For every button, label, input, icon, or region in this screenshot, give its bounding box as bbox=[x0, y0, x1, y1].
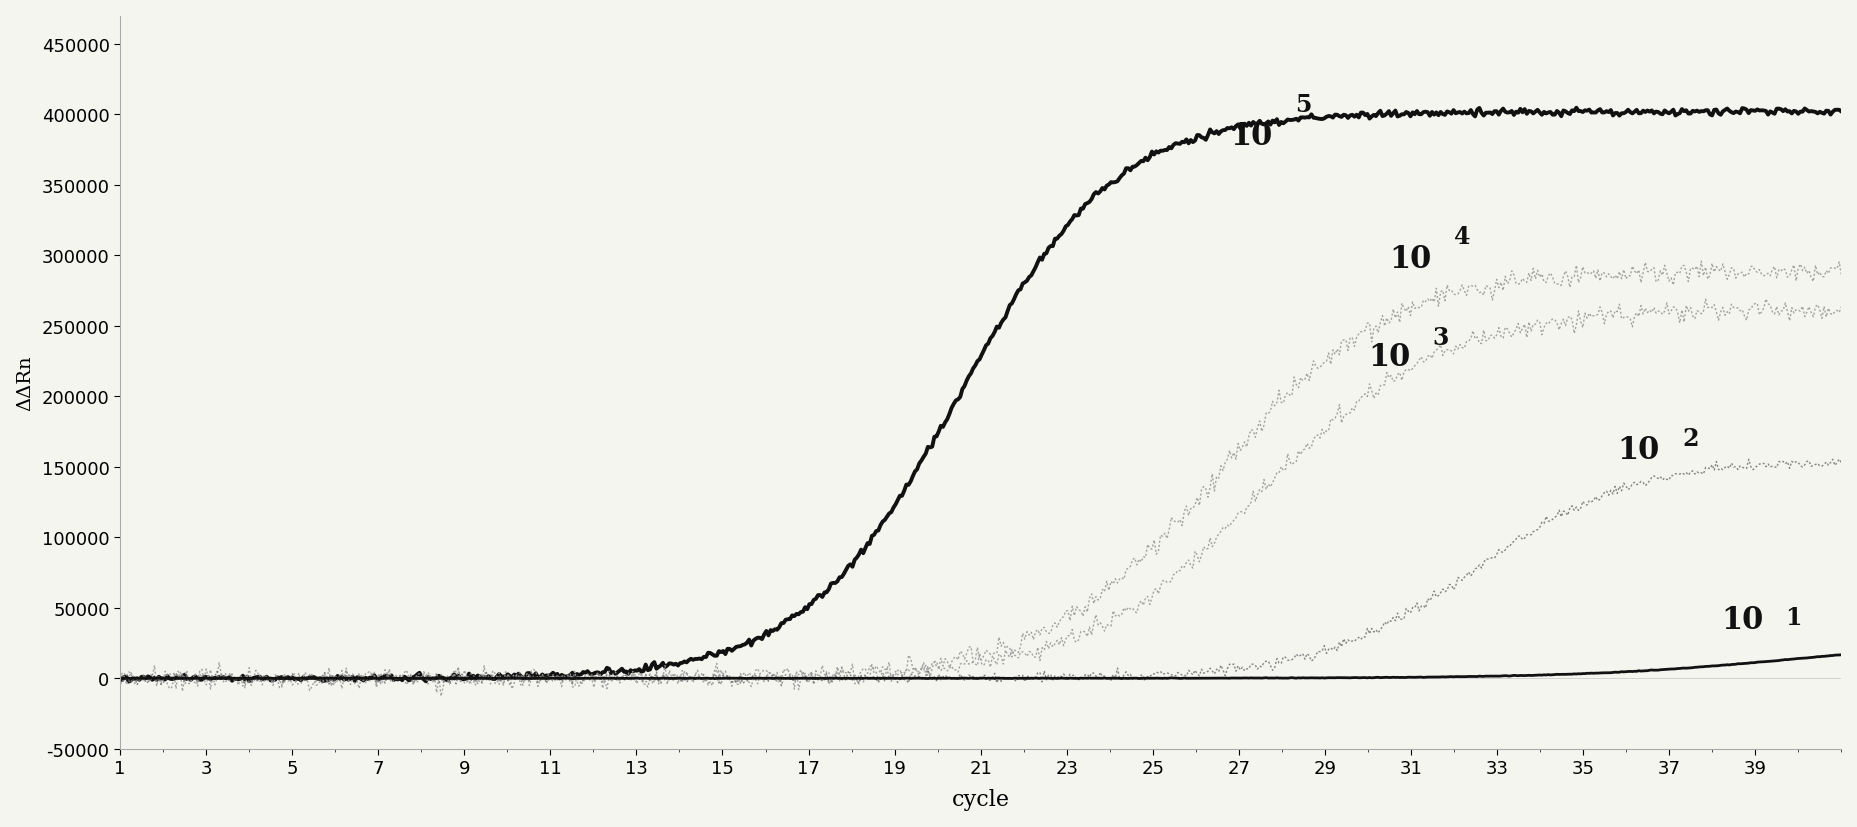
Text: 10: 10 bbox=[1389, 243, 1432, 275]
Text: 10: 10 bbox=[1229, 121, 1272, 152]
Text: 4: 4 bbox=[1454, 224, 1469, 248]
Text: 10: 10 bbox=[1367, 342, 1409, 373]
Text: 3: 3 bbox=[1432, 325, 1448, 349]
Text: 5: 5 bbox=[1294, 93, 1311, 117]
Text: 2: 2 bbox=[1681, 427, 1697, 451]
Text: 10: 10 bbox=[1720, 604, 1762, 635]
X-axis label: cycle: cycle bbox=[951, 788, 1008, 810]
Text: 10: 10 bbox=[1617, 435, 1658, 466]
Y-axis label: ΔΔRn: ΔΔRn bbox=[17, 355, 35, 410]
Text: 1: 1 bbox=[1785, 605, 1801, 629]
